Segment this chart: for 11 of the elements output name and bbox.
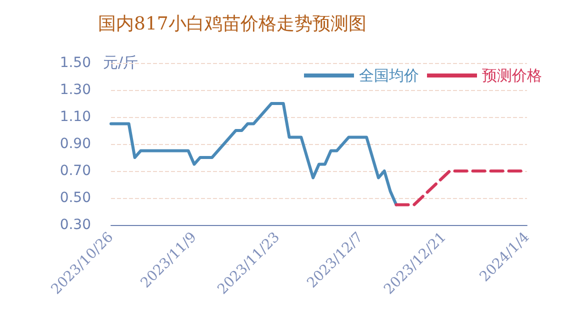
y-tick-label: 1.30 (60, 82, 91, 98)
line-series (110, 102, 398, 206)
chart-title: 国内817小白鸡苗价格走势预测图 (98, 14, 366, 34)
y-tick-label: 0.70 (60, 163, 91, 179)
y-tick-label: 1.10 (60, 109, 91, 125)
y-tick-label: 0.30 (60, 217, 91, 233)
legend-label: 预测价格 (482, 66, 542, 84)
y-tick-label: 1.50 (60, 55, 91, 71)
y-tick-label: 0.90 (60, 136, 91, 152)
y-tick-label: 0.50 (60, 190, 91, 206)
legend-label: 全国均价 (359, 66, 419, 84)
